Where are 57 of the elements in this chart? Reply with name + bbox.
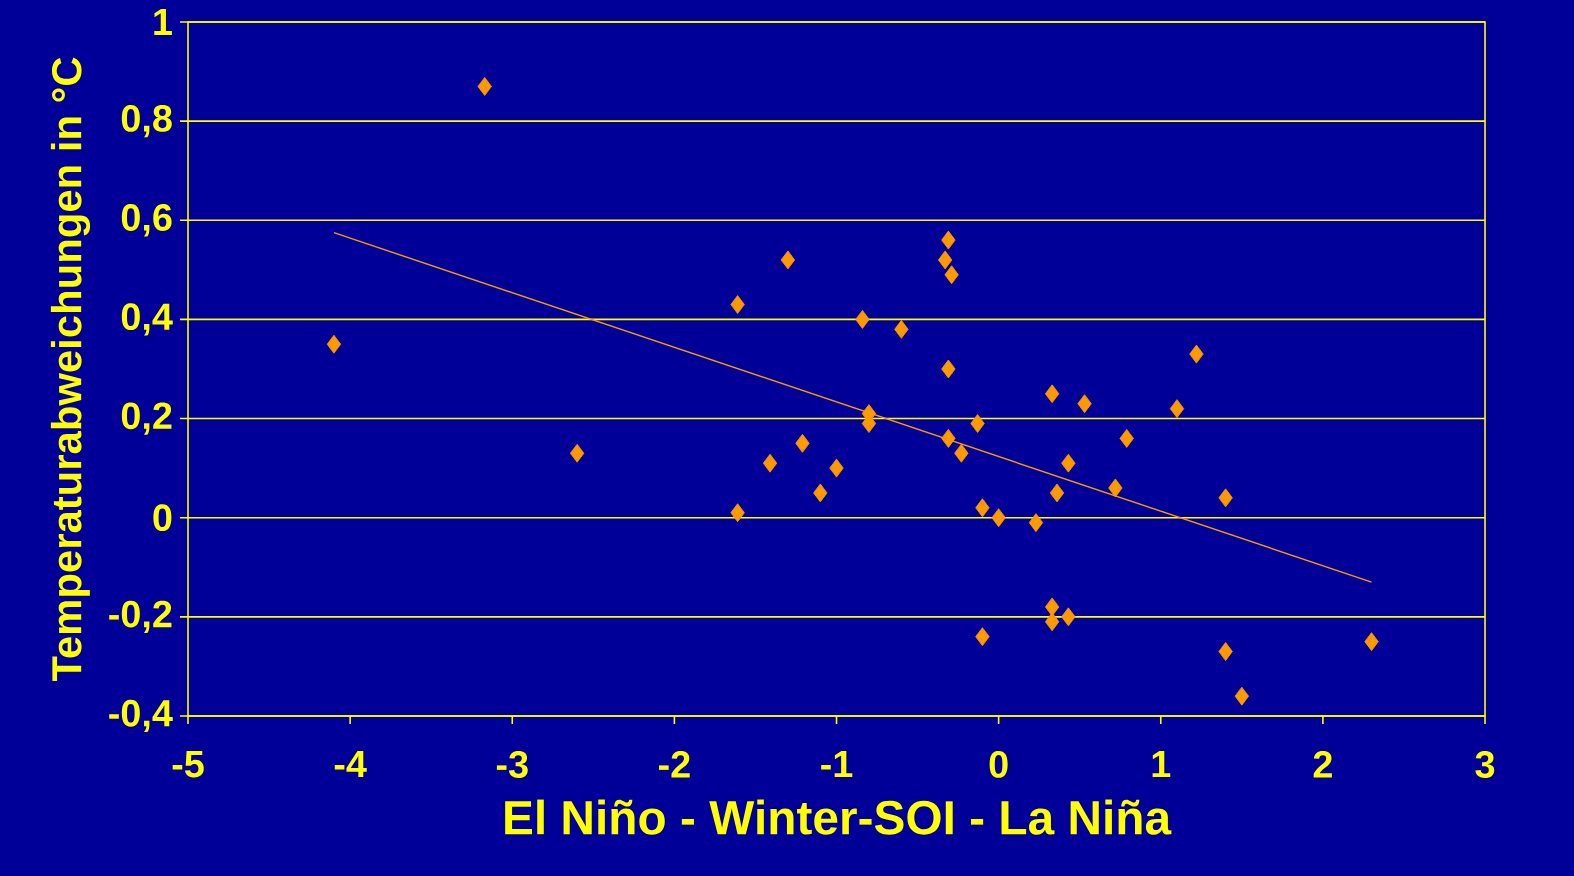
point [730,503,745,523]
point [855,310,870,329]
point [1061,607,1076,627]
point [937,250,953,270]
point [975,498,990,518]
point [975,627,990,647]
point [894,319,909,339]
point [795,433,810,453]
point [1108,478,1123,498]
point [954,443,969,463]
point [1044,612,1060,632]
x-tick-label: 3 [1475,751,1495,778]
point [1364,632,1379,652]
point [1044,384,1060,404]
x-axis-title: El Niño - Winter-SOI - La Niña [505,799,1172,835]
x-tick-label: 0 [989,751,1008,778]
point [991,508,1006,528]
y-tick-label: 0,8 [121,104,172,138]
point [1044,597,1060,617]
point [1189,344,1204,364]
point [1169,399,1185,419]
y-tick-label: -0,2 [109,600,172,633]
point [1234,686,1249,706]
x-tick-label: -4 [334,751,367,778]
point [829,458,844,478]
point [941,359,956,379]
point [970,414,985,433]
point [1028,513,1044,533]
point [813,483,828,503]
point [569,443,585,463]
point [730,295,745,314]
x-tick-label: -1 [821,751,853,778]
point [1061,453,1076,473]
y-tick-label: 0,4 [121,303,173,336]
x-tick-label: 1 [1152,751,1171,778]
y-tick-label: -0,4 [109,699,173,733]
point [1049,483,1065,503]
point [1119,428,1134,448]
y-tick-label: 1 [154,8,172,35]
y-axis-title: Temperaturabweichungen in °C [50,57,91,682]
point [477,77,492,96]
y-tick-label: 0 [153,504,172,532]
point [780,250,796,270]
x-tick-label: -5 [172,751,204,778]
x-tick-label: -3 [496,751,528,778]
point [1218,642,1233,661]
point [326,334,342,354]
point [941,428,956,448]
point [1218,488,1233,508]
point [944,265,959,285]
x-tick-label: 2 [1313,751,1332,778]
point [941,230,956,250]
y-tick-label: 0,6 [121,204,172,237]
y-tick-label: 0,2 [121,402,172,435]
point [1077,394,1092,414]
point [762,453,778,473]
x-tick-label: -2 [659,751,690,778]
